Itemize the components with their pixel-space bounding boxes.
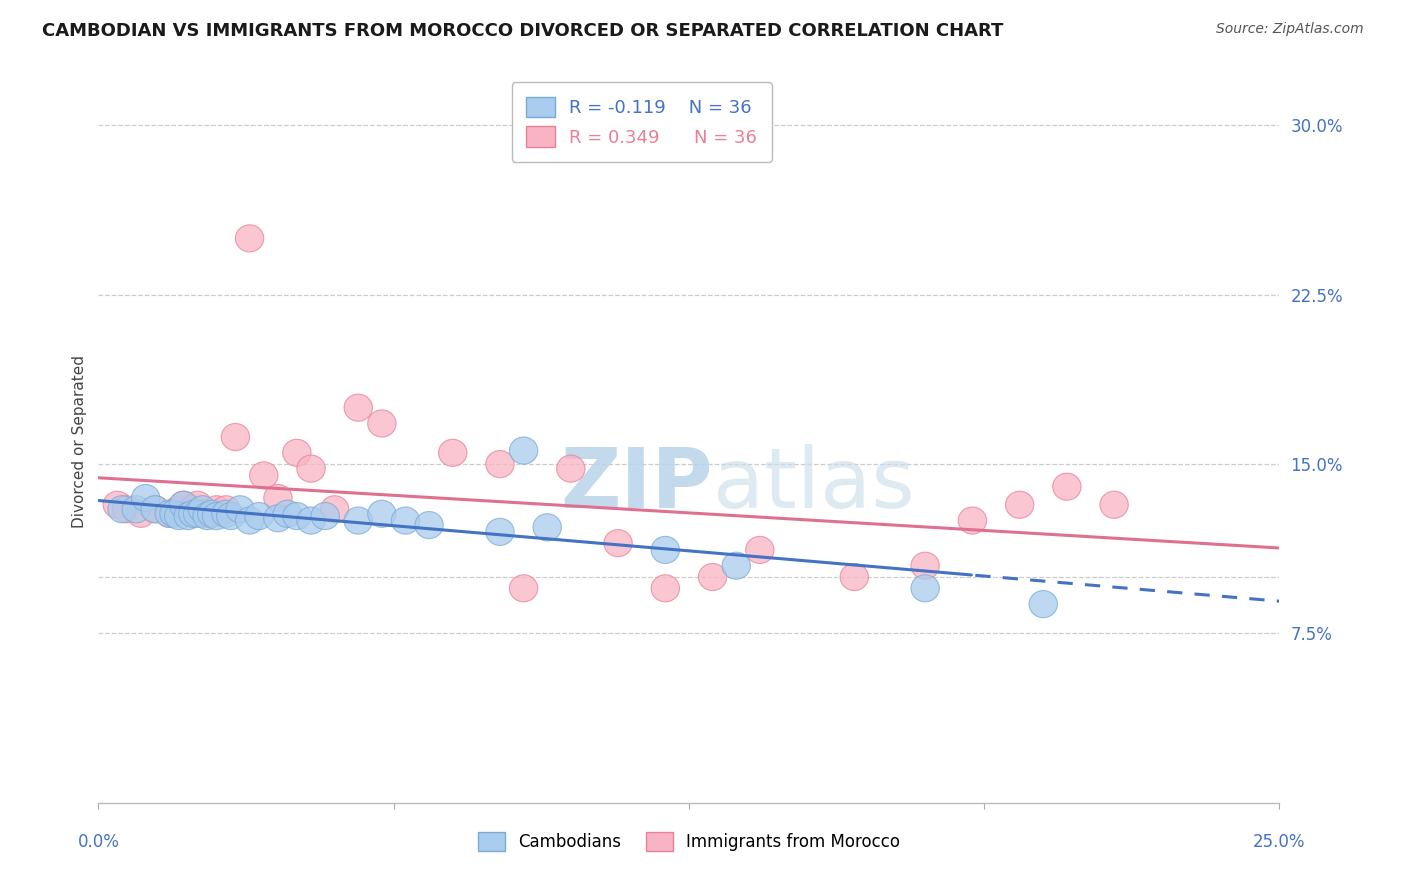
Ellipse shape [217, 502, 245, 530]
Ellipse shape [193, 502, 221, 530]
Ellipse shape [533, 514, 561, 541]
Ellipse shape [699, 564, 727, 591]
Ellipse shape [311, 502, 339, 530]
Text: 0.0%: 0.0% [77, 833, 120, 851]
Ellipse shape [344, 507, 373, 534]
Text: ZIP: ZIP [560, 444, 713, 525]
Ellipse shape [155, 500, 183, 527]
Ellipse shape [174, 502, 202, 530]
Ellipse shape [103, 491, 132, 518]
Ellipse shape [557, 455, 585, 483]
Ellipse shape [486, 518, 515, 545]
Ellipse shape [911, 552, 939, 579]
Ellipse shape [273, 500, 301, 527]
Ellipse shape [212, 500, 240, 527]
Ellipse shape [245, 502, 273, 530]
Ellipse shape [605, 530, 633, 557]
Ellipse shape [297, 507, 325, 534]
Ellipse shape [509, 437, 537, 464]
Ellipse shape [202, 502, 231, 530]
Ellipse shape [321, 496, 349, 523]
Ellipse shape [651, 536, 679, 564]
Ellipse shape [155, 500, 183, 527]
Ellipse shape [283, 439, 311, 467]
Ellipse shape [108, 496, 136, 523]
Ellipse shape [283, 502, 311, 530]
Ellipse shape [165, 502, 193, 530]
Ellipse shape [127, 500, 155, 527]
Ellipse shape [160, 500, 188, 527]
Text: CAMBODIAN VS IMMIGRANTS FROM MOROCCO DIVORCED OR SEPARATED CORRELATION CHART: CAMBODIAN VS IMMIGRANTS FROM MOROCCO DIV… [42, 22, 1004, 40]
Ellipse shape [1029, 591, 1057, 617]
Ellipse shape [169, 491, 198, 518]
Ellipse shape [509, 574, 537, 602]
Ellipse shape [165, 496, 193, 523]
Ellipse shape [250, 462, 278, 489]
Ellipse shape [221, 424, 250, 450]
Y-axis label: Divorced or Separated: Divorced or Separated [72, 355, 87, 528]
Ellipse shape [439, 439, 467, 467]
Text: 25.0%: 25.0% [1253, 833, 1306, 851]
Ellipse shape [183, 500, 212, 527]
Ellipse shape [169, 491, 198, 518]
Ellipse shape [264, 505, 292, 532]
Ellipse shape [297, 455, 325, 483]
Ellipse shape [179, 496, 207, 523]
Text: atlas: atlas [713, 444, 914, 525]
Ellipse shape [841, 564, 869, 591]
Ellipse shape [651, 574, 679, 602]
Ellipse shape [391, 507, 419, 534]
Text: Source: ZipAtlas.com: Source: ZipAtlas.com [1216, 22, 1364, 37]
Ellipse shape [188, 496, 217, 523]
Ellipse shape [193, 500, 221, 527]
Ellipse shape [122, 496, 150, 523]
Ellipse shape [344, 394, 373, 421]
Ellipse shape [368, 410, 396, 437]
Ellipse shape [415, 511, 443, 539]
Ellipse shape [1099, 491, 1128, 518]
Ellipse shape [141, 496, 169, 523]
Ellipse shape [911, 574, 939, 602]
Ellipse shape [486, 450, 515, 478]
Ellipse shape [1005, 491, 1033, 518]
Ellipse shape [132, 484, 160, 511]
Ellipse shape [198, 500, 226, 527]
Ellipse shape [1053, 473, 1081, 500]
Ellipse shape [264, 484, 292, 511]
Ellipse shape [959, 507, 987, 534]
Ellipse shape [112, 496, 141, 523]
Ellipse shape [235, 225, 264, 252]
Ellipse shape [745, 536, 773, 564]
Ellipse shape [179, 500, 207, 527]
Ellipse shape [212, 496, 240, 523]
Ellipse shape [183, 491, 212, 518]
Legend: Cambodians, Immigrants from Morocco: Cambodians, Immigrants from Morocco [470, 823, 908, 860]
Ellipse shape [202, 496, 231, 523]
Ellipse shape [368, 500, 396, 527]
Ellipse shape [141, 496, 169, 523]
Ellipse shape [188, 500, 217, 527]
Ellipse shape [723, 552, 751, 579]
Ellipse shape [235, 507, 264, 534]
Ellipse shape [226, 496, 254, 523]
